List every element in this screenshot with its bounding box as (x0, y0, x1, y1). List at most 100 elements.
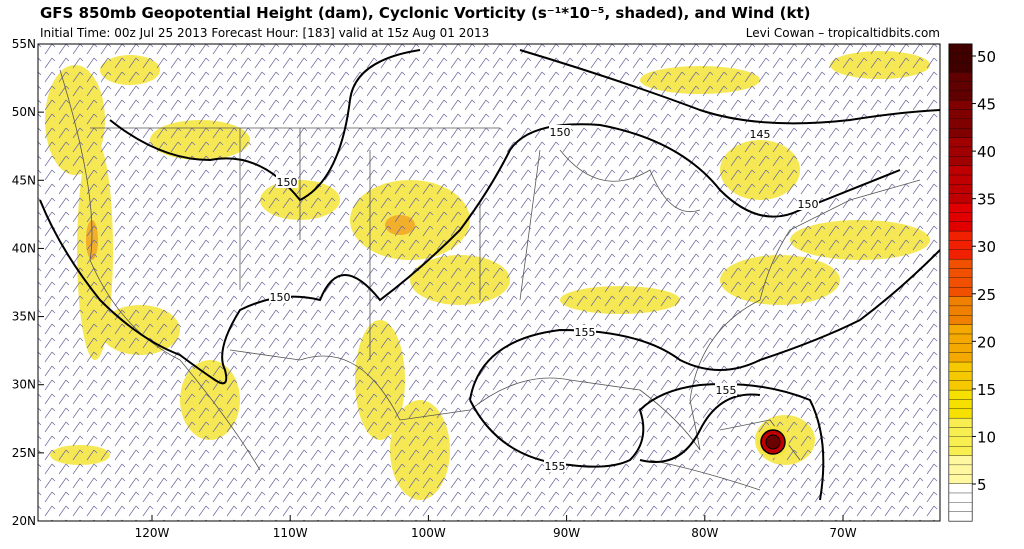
lon-label: 100W (411, 526, 446, 540)
colorbar-cell (948, 81, 973, 91)
wind-barbs (38, 44, 940, 521)
contour-label-bg (797, 197, 819, 210)
colorbar-cell (948, 305, 973, 316)
borders (59, 69, 921, 491)
colorbar-cell (948, 202, 973, 213)
contour-label: 155 (545, 460, 566, 473)
colorbar-cell (948, 511, 973, 522)
lon-label: 80W (691, 526, 718, 540)
colorbar-cell (948, 174, 973, 185)
contour-label: 150 (270, 291, 291, 304)
credit: Levi Cowan – tropicaltidbits.com (746, 26, 940, 40)
lat-label: 30N (12, 378, 36, 392)
colorbar-cell (948, 408, 973, 419)
colorbar-cell (948, 165, 973, 176)
colorbar-label: 25 (977, 286, 996, 304)
colorbar-label: 20 (977, 333, 996, 351)
contour-label: 150 (550, 126, 571, 139)
colorbar-cell (948, 399, 973, 409)
colorbar-cell (948, 389, 973, 400)
colorbar-cell (948, 109, 973, 119)
colorbar-cell (948, 128, 973, 138)
colorbar-cell (948, 333, 973, 344)
lat-label: 20N (12, 514, 36, 528)
colorbar-cell (948, 361, 973, 372)
subtitle: Initial Time: 00z Jul 25 2013 Forecast H… (40, 26, 489, 40)
colorbar-label: 30 (977, 238, 996, 256)
colorbar-cell (948, 212, 973, 222)
lat-label: 35N (12, 310, 36, 324)
colorbar-cell (948, 324, 973, 335)
contour-label-bg (549, 125, 571, 138)
colorbar-cell (948, 258, 973, 269)
colorbar-cell (948, 455, 973, 466)
colorbar-cell (948, 343, 973, 353)
colorbar-cell (948, 464, 973, 475)
colorbar-cell (948, 436, 973, 447)
contour-label-bg (544, 459, 566, 472)
colorbar-cell (948, 380, 973, 391)
colorbar-cell (948, 446, 973, 456)
colorbar-cell (948, 371, 973, 381)
colorbar-cell (948, 53, 973, 63)
colorbar-cell (948, 193, 973, 204)
contour-label: 150 (798, 198, 819, 211)
contour-label: 145 (750, 128, 771, 141)
colorbar-cell (948, 268, 973, 278)
contour-label: 155 (716, 384, 737, 397)
colorbar-cell (948, 502, 973, 512)
colorbar-cell (948, 71, 973, 82)
lon-label: 90W (553, 526, 580, 540)
colorbar-cell (948, 62, 973, 73)
colorbar-label: 45 (977, 96, 996, 114)
colorbar-cell (948, 221, 973, 232)
colorbar-cell (948, 240, 973, 250)
colorbar-cell (948, 118, 973, 129)
map-area (38, 44, 940, 521)
colorbar-cell (948, 249, 973, 260)
lon-label: 70W (829, 526, 856, 540)
height-contours (39, 49, 940, 501)
colorbar-label: 35 (977, 191, 996, 209)
colorbar-cell (948, 427, 973, 437)
colorbar-cell (948, 156, 973, 166)
contour-label-bg (749, 127, 771, 140)
colorbar-cell (948, 287, 973, 297)
colorbar-cell (948, 474, 973, 484)
lat-label: 40N (12, 241, 36, 255)
lat-label: 50N (12, 105, 36, 119)
colorbar-cell (948, 277, 973, 288)
colorbar-label: 40 (977, 143, 996, 161)
lat-label: 55N (12, 37, 36, 51)
colorbar-cell (948, 483, 973, 494)
colorbar-cell (948, 492, 973, 503)
colorbar-cell (948, 90, 973, 101)
colorbar-cell (948, 230, 973, 241)
contour-label: 155 (575, 326, 596, 339)
colorbar-cell (948, 146, 973, 157)
lat-label: 25N (12, 446, 36, 460)
colorbar-cell (948, 315, 973, 325)
colorbar-cell (948, 296, 973, 307)
contour-label-bg (574, 325, 596, 338)
colorbar-cell (948, 184, 973, 194)
map-frame (37, 43, 941, 522)
contour-label-bg (269, 290, 291, 303)
colorbar-cell (948, 352, 973, 363)
cyclone (757, 426, 789, 458)
lat-label: 45N (12, 173, 36, 187)
colorbar-label: 50 (977, 48, 996, 66)
colorbar-cell (948, 99, 973, 110)
colorbar-cell (948, 137, 973, 148)
contour-label: 150 (277, 176, 298, 189)
title: GFS 850mb Geopotential Height (dam), Cyc… (40, 4, 811, 22)
contour-label-bg (276, 175, 298, 188)
colorbar-cell (948, 43, 973, 54)
colorbar-label: 15 (977, 381, 996, 399)
colorbar-label: 10 (977, 428, 996, 446)
lon-label: 120W (135, 526, 170, 540)
colorbar-cell (948, 417, 973, 428)
lon-label: 110W (273, 526, 308, 540)
